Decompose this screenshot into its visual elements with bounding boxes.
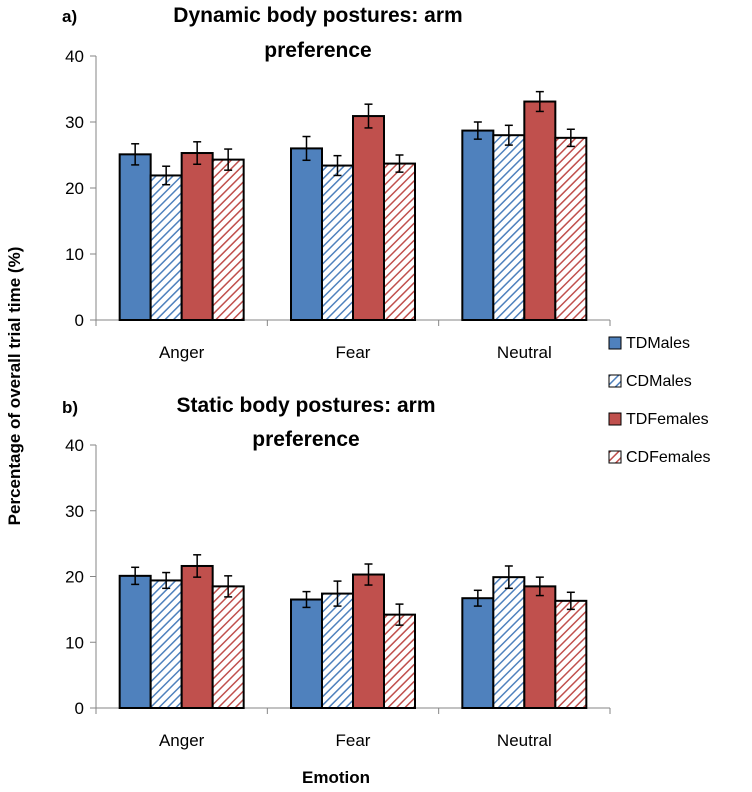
x-axis-title: Emotion <box>302 768 370 787</box>
legend-label-tdfemales: TDFemales <box>626 411 709 428</box>
panel-b: b) Static body postures: arm preference … <box>62 394 611 750</box>
y-tick-label: 30 <box>65 502 84 521</box>
plot-area-b: 0 10 20 30 40 Anger Fear Neutral <box>65 436 611 750</box>
legend-label-tdmales: TDMales <box>626 335 690 352</box>
bar-cdmales-neutral <box>492 134 526 321</box>
y-tick-label: 40 <box>65 436 84 455</box>
panel-label-b: b) <box>62 398 78 417</box>
y-tick-label: 40 <box>65 47 84 66</box>
bar-tdfemales-neutral <box>523 585 557 709</box>
bar-tdmales-anger <box>118 574 152 710</box>
bar-cdmales-anger <box>149 579 183 710</box>
legend-label-cdfemales: CDFemales <box>626 449 710 466</box>
bar-tdmales-fear <box>290 598 323 710</box>
category-label-fear: Fear <box>336 343 371 362</box>
bar-cdmales-fear <box>321 592 354 709</box>
bar-tdmales-neutral <box>461 597 495 710</box>
panel-a: a) Dynamic body postures: arm preference… <box>62 4 611 362</box>
bar-cdfemales-neutral <box>554 599 588 710</box>
legend-swatch-cdfemales <box>608 450 622 464</box>
y-tick-label: 0 <box>75 699 84 718</box>
bar-cdfemales-anger <box>211 158 245 321</box>
y-tick-label: 20 <box>65 179 84 198</box>
y-axis-title: Percentage of overall trial time (%) <box>5 247 24 526</box>
bar-tdmales-neutral <box>461 129 495 321</box>
bar-tdfemales-neutral <box>523 100 557 322</box>
y-tick-label: 20 <box>65 568 84 587</box>
bar-tdfemales-anger <box>180 152 214 321</box>
category-label-neutral: Neutral <box>497 731 552 750</box>
bar-cdmales-neutral <box>492 576 526 709</box>
chart-title-a-line1: Dynamic body postures: arm <box>173 4 462 27</box>
y-tick-label: 10 <box>65 245 84 264</box>
legend-item-cdfemales: CDFemales <box>608 449 710 466</box>
y-tick-label: 0 <box>75 311 84 330</box>
bar-tdfemales-fear <box>352 115 385 321</box>
bar-cdmales-anger <box>149 174 183 321</box>
legend-swatch-tdmales <box>608 336 622 350</box>
legend-item-tdmales: TDMales <box>608 335 690 352</box>
chart-title-b-line2: preference <box>252 428 359 451</box>
panel-label-a: a) <box>62 7 77 26</box>
legend-swatch-tdfemales <box>608 412 622 426</box>
chart-title-b-line1: Static body postures: arm <box>176 394 435 417</box>
bar-tdmales-anger <box>118 153 152 321</box>
bar-tdmales-fear <box>290 147 323 321</box>
legend: TDMales CDMales TDFemales CDFemales <box>608 335 710 466</box>
legend-item-cdmales: CDMales <box>608 373 692 390</box>
bar-cdmales-fear <box>321 164 354 321</box>
legend-item-tdfemales: TDFemales <box>608 411 709 428</box>
legend-label-cdmales: CDMales <box>626 373 692 390</box>
bar-cdfemales-anger <box>211 585 245 709</box>
legend-swatch-cdmales <box>608 374 622 388</box>
y-tick-label: 10 <box>65 633 84 652</box>
chart-title-a-line2: preference <box>264 39 371 62</box>
bar-tdfemales-fear <box>352 573 385 710</box>
category-label-neutral: Neutral <box>497 343 552 362</box>
bar-tdfemales-anger <box>180 564 214 709</box>
plot-area-a: 0 10 20 30 40 Anger Fear Neutral <box>65 47 611 362</box>
bar-cdfemales-neutral <box>554 136 588 321</box>
category-label-fear: Fear <box>336 731 371 750</box>
category-label-anger: Anger <box>159 731 205 750</box>
y-tick-label: 30 <box>65 113 84 132</box>
category-label-anger: Anger <box>159 343 205 362</box>
bar-cdfemales-fear <box>383 162 416 321</box>
bar-cdfemales-fear <box>383 613 416 710</box>
